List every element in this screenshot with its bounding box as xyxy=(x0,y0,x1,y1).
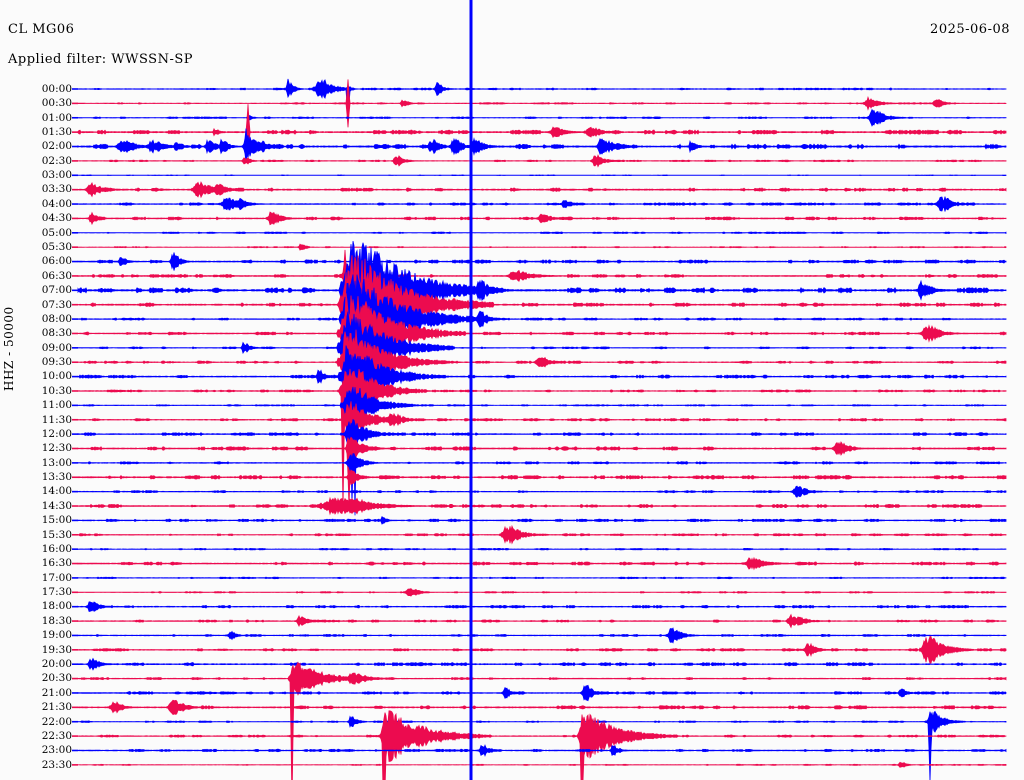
time-label: 18:30 xyxy=(41,614,72,627)
trace-row xyxy=(77,684,1007,702)
time-label: 12:00 xyxy=(41,427,72,440)
time-label: 16:30 xyxy=(41,557,72,570)
time-label: 14:30 xyxy=(41,499,72,512)
trace-row xyxy=(77,211,1007,226)
trace-row xyxy=(77,181,1007,199)
trace-row xyxy=(77,154,1007,168)
time-label: 07:00 xyxy=(41,284,72,297)
time-label: 17:00 xyxy=(41,571,72,584)
time-label: 03:00 xyxy=(41,169,72,182)
time-axis: 00:00 00:30 01:00 01:30 02:00 02:30 03:00 03:30… xyxy=(14,0,72,780)
time-label: 19:00 xyxy=(41,629,72,642)
trace-row xyxy=(77,601,1007,612)
trace-row xyxy=(77,627,1007,644)
time-label: 04:00 xyxy=(41,197,72,210)
trace-row xyxy=(77,485,1007,498)
trace-row xyxy=(77,329,1007,395)
time-label: 05:30 xyxy=(41,240,72,253)
time-label: 05:00 xyxy=(41,226,72,239)
time-label: 02:30 xyxy=(41,154,72,167)
trace-row xyxy=(77,436,1007,509)
trace-row xyxy=(77,524,1007,545)
trace-row xyxy=(77,311,1007,385)
trace-row xyxy=(77,516,1007,525)
time-label: 10:00 xyxy=(41,370,72,383)
time-label: 21:30 xyxy=(41,701,72,714)
date-label: 2025-06-08 xyxy=(930,22,1010,37)
trace-row xyxy=(77,196,1007,212)
trace-row xyxy=(77,79,1007,128)
filter-label: Applied filter: WWSSN-SP xyxy=(8,52,193,67)
time-label: 17:30 xyxy=(41,586,72,599)
time-label: 16:00 xyxy=(41,542,72,555)
time-label: 06:00 xyxy=(41,255,72,268)
trace-row xyxy=(77,401,1007,439)
time-label: 15:30 xyxy=(41,528,72,541)
time-label: 23:30 xyxy=(41,758,72,771)
time-label: 01:00 xyxy=(41,111,72,124)
trace-row xyxy=(77,255,1007,355)
trace-row xyxy=(77,231,1007,235)
time-label: 18:00 xyxy=(41,600,72,613)
trace-row xyxy=(77,744,1007,757)
trace-row xyxy=(77,368,1007,512)
time-label: 03:30 xyxy=(41,183,72,196)
trace-row xyxy=(77,453,1007,473)
time-label: 14:00 xyxy=(41,485,72,498)
station-title: CL MG06 xyxy=(8,22,75,37)
trace-row xyxy=(77,469,1007,486)
trace-row xyxy=(77,613,1007,629)
trace-row xyxy=(77,661,1007,780)
trace-row xyxy=(77,556,1007,571)
time-label: 04:30 xyxy=(41,212,72,225)
time-label: 02:00 xyxy=(41,140,72,153)
time-label: 11:30 xyxy=(41,413,72,426)
time-label: 10:30 xyxy=(41,384,72,397)
trace-row xyxy=(77,418,1007,505)
time-label: 00:00 xyxy=(41,82,72,95)
time-label: 01:30 xyxy=(41,125,72,138)
time-label: 22:00 xyxy=(41,715,72,728)
time-label: 08:30 xyxy=(41,327,72,340)
time-label: 06:30 xyxy=(41,269,72,282)
trace-row xyxy=(77,243,1007,251)
trace-row xyxy=(77,699,1007,715)
trace-row xyxy=(77,496,1007,516)
time-label: 00:30 xyxy=(41,97,72,110)
trace-row xyxy=(77,657,1007,671)
trace-row xyxy=(77,576,1007,580)
time-label: 23:00 xyxy=(41,744,72,757)
trace-row xyxy=(77,241,1007,340)
time-label: 07:30 xyxy=(41,298,72,311)
trace-row xyxy=(77,636,1007,664)
trace-row xyxy=(77,386,1007,516)
time-label: 09:30 xyxy=(41,356,72,369)
trace-row xyxy=(77,252,1007,271)
time-label: 08:00 xyxy=(41,312,72,325)
trace-row xyxy=(77,128,1007,163)
trace-row xyxy=(77,710,1007,780)
time-label: 13:00 xyxy=(41,456,72,469)
time-label: 20:00 xyxy=(41,658,72,670)
trace-row xyxy=(77,345,1007,408)
trace-row xyxy=(77,104,1007,157)
time-label: 11:00 xyxy=(41,399,72,412)
trace-row xyxy=(77,78,1007,124)
time-label: 09:00 xyxy=(41,341,72,354)
time-label: 20:30 xyxy=(41,672,72,685)
trace-row xyxy=(77,174,1007,177)
time-label: 22:30 xyxy=(41,729,72,742)
time-label: 19:30 xyxy=(41,643,72,656)
time-label: 12:30 xyxy=(41,442,72,455)
time-label: 21:00 xyxy=(41,686,72,699)
trace-row xyxy=(77,588,1007,597)
trace-row xyxy=(77,761,1007,768)
time-label: 15:00 xyxy=(41,514,72,527)
time-label: 13:30 xyxy=(41,471,72,484)
trace-row xyxy=(77,547,1007,551)
trace-row xyxy=(77,108,1007,127)
